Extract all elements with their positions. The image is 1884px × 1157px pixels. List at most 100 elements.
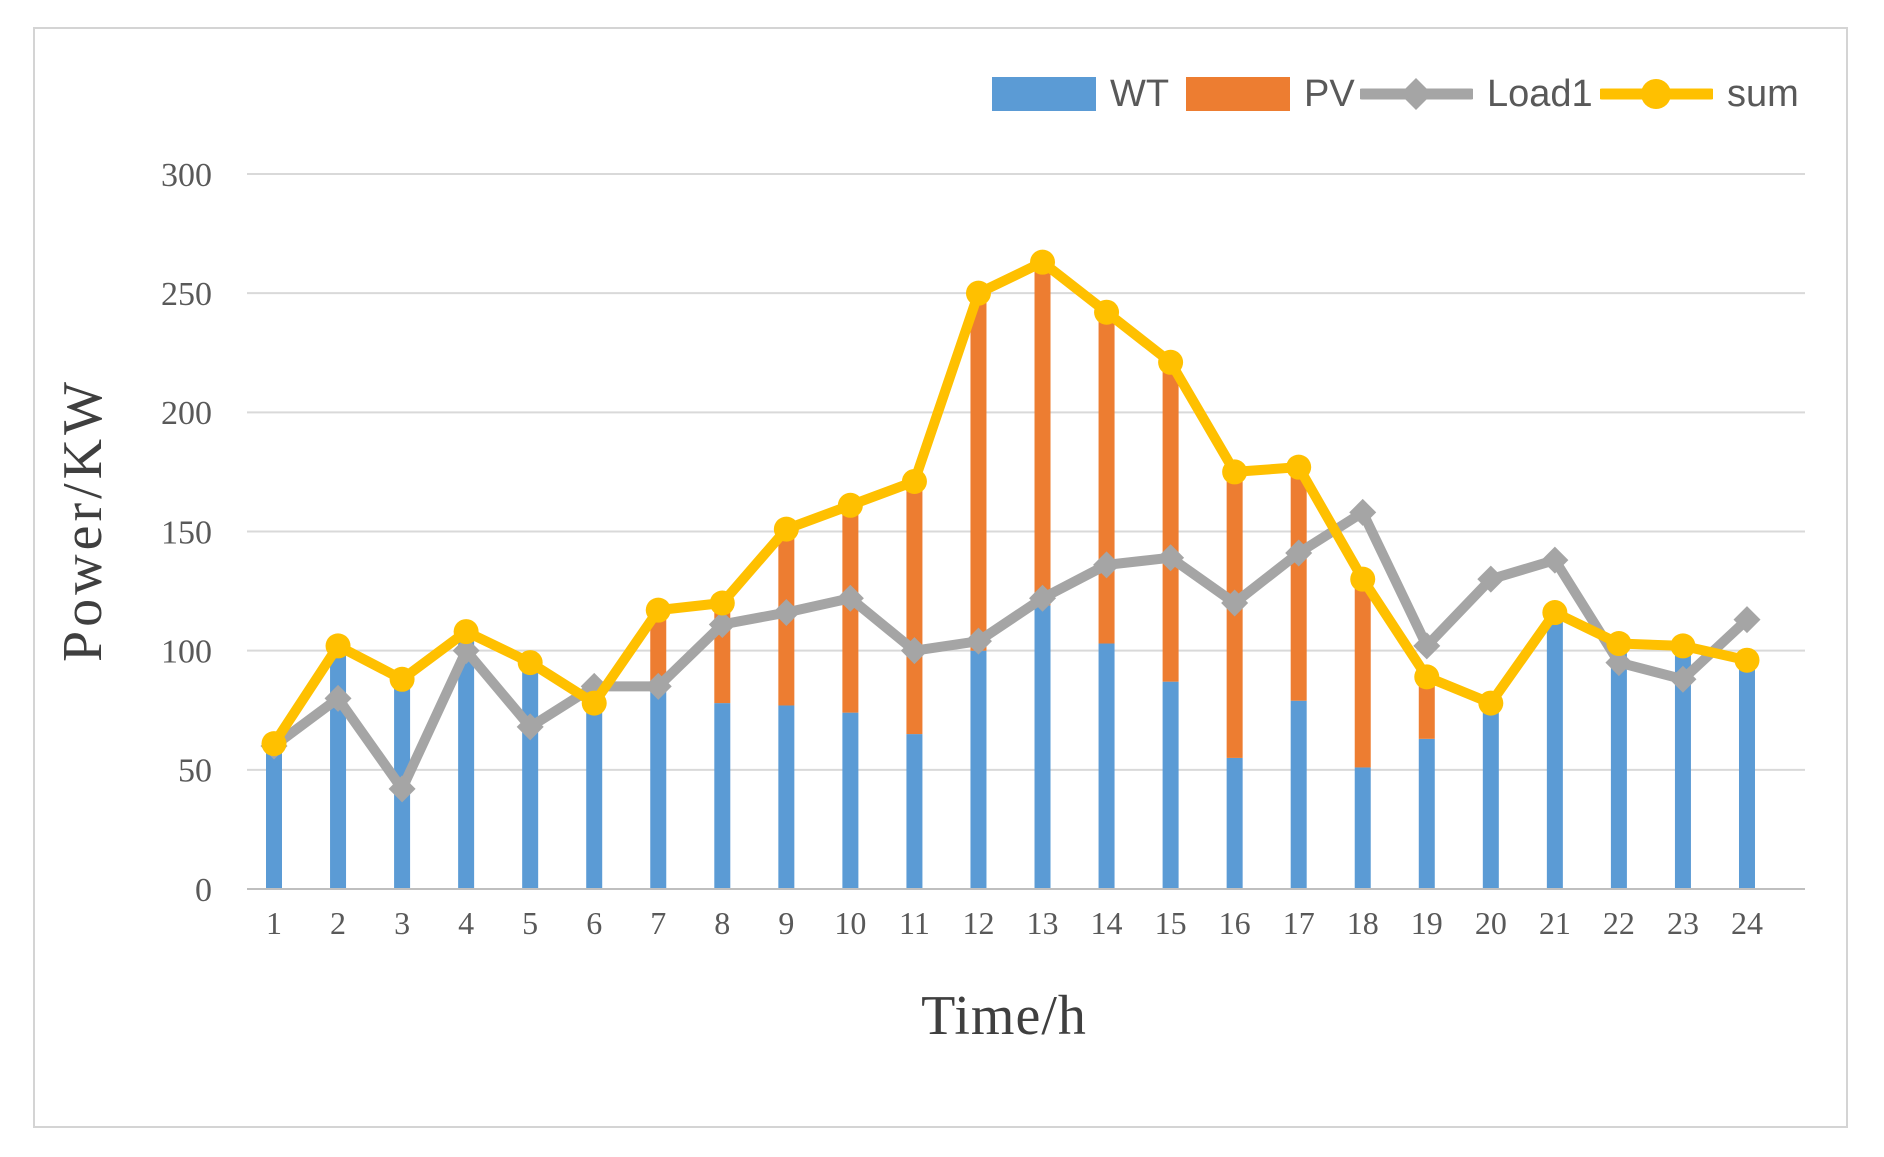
x-tick-label: 13 <box>1027 905 1059 941</box>
legend-item-wt: WT <box>992 74 1169 114</box>
x-tick-label: 8 <box>714 905 730 941</box>
legend-marker-sum-icon <box>1600 79 1713 109</box>
legend-item-load1: Load1 <box>1360 74 1593 114</box>
legend-label-pv: PV <box>1304 73 1355 115</box>
bar-wt <box>714 703 731 889</box>
load1-diamond-marker <box>1733 606 1761 634</box>
load1-diamond-marker <box>1029 584 1057 612</box>
load1-diamond-marker <box>1669 665 1697 693</box>
sum-circle-marker <box>1350 566 1376 592</box>
bar-pv <box>970 293 987 651</box>
load1-diamond-marker <box>900 637 928 665</box>
x-tick-label: 18 <box>1347 905 1379 941</box>
x-tick-label: 23 <box>1667 905 1699 941</box>
bar-wt <box>1738 660 1755 889</box>
load1-diamond-marker <box>1605 649 1633 677</box>
load1-diamond-marker <box>772 599 800 627</box>
legend-item-sum: sum <box>1600 74 1799 114</box>
bar-wt <box>266 743 282 889</box>
x-tick-label: 22 <box>1603 905 1635 941</box>
x-tick-label: 12 <box>962 905 994 941</box>
y-tick-label: 200 <box>161 395 212 432</box>
sum-circle-marker <box>325 633 351 659</box>
sum-circle-marker <box>1030 249 1056 275</box>
sum-circle-marker <box>1158 349 1184 375</box>
load1-line <box>269 507 1752 794</box>
sum-circle-marker <box>1414 664 1440 690</box>
sum-circle-marker <box>1606 631 1632 657</box>
sum-circle-marker <box>453 619 479 645</box>
legend-label-sum: sum <box>1727 73 1799 115</box>
x-tick-label: 5 <box>522 905 538 941</box>
legend-swatch-pv <box>1186 77 1290 111</box>
bar-pv <box>1162 362 1179 682</box>
sum-circle-marker <box>1094 299 1120 325</box>
y-tick-label: 250 <box>161 276 212 313</box>
bar-wt <box>842 712 859 889</box>
bar-pv <box>1290 467 1307 701</box>
y-tick-label: 100 <box>161 634 212 671</box>
sum-circle-marker <box>837 492 863 518</box>
load1-diamond-marker <box>1157 544 1185 572</box>
bar-wt <box>1162 681 1179 889</box>
bar-wt <box>522 662 539 889</box>
sum-circle-marker <box>773 516 799 542</box>
bar-pv <box>906 481 923 735</box>
x-tick-label: 4 <box>458 905 474 941</box>
load1-diamond-marker <box>1477 565 1505 593</box>
bar-wt <box>1482 703 1499 889</box>
sum-circle-marker <box>965 280 991 306</box>
bar-wt <box>906 734 923 889</box>
x-tick-label: 15 <box>1155 905 1187 941</box>
sum-circle-marker <box>261 731 287 757</box>
load1-diamond-marker <box>1221 589 1249 617</box>
load1-diamond-marker <box>1349 498 1377 526</box>
y-tick-label: 150 <box>161 514 212 551</box>
sum-circle-marker <box>517 650 543 676</box>
x-tick-label: 17 <box>1283 905 1315 941</box>
bar-pv <box>1354 579 1371 768</box>
bar-wt <box>1546 612 1563 889</box>
sum-circle-marker <box>1286 454 1312 480</box>
legend-swatch-wt <box>992 77 1096 111</box>
x-tick-label: 24 <box>1731 905 1763 941</box>
bar-wt <box>1610 643 1627 889</box>
legend-marker-load1-icon <box>1360 78 1473 110</box>
bar-wt <box>586 703 603 889</box>
x-tick-label: 20 <box>1475 905 1507 941</box>
load1-diamond-marker <box>516 713 544 741</box>
x-axis-title: Time/h <box>921 985 1087 1047</box>
sum-circle-marker <box>645 597 671 623</box>
x-tick-label: 14 <box>1091 905 1123 941</box>
load1-diamond-marker <box>836 584 864 612</box>
bar-wt <box>650 691 667 889</box>
x-tick-label: 21 <box>1539 905 1571 941</box>
load1-diamond-marker <box>708 610 736 638</box>
x-tick-label: 6 <box>586 905 602 941</box>
y-tick-label: 300 <box>161 157 212 194</box>
load1-diamond-marker <box>964 627 992 655</box>
x-tick-label: 10 <box>834 905 866 941</box>
bar-wt <box>970 650 987 889</box>
x-tick-label: 19 <box>1411 905 1443 941</box>
legend-label-wt: WT <box>1110 73 1170 115</box>
bar-wt <box>1674 645 1691 889</box>
figure-border <box>33 27 1848 1128</box>
legend-label-load1: Load1 <box>1487 73 1593 115</box>
y-axis-title: Power/KW <box>52 378 114 662</box>
x-tick-label: 3 <box>394 905 410 941</box>
load1-diamond-marker <box>452 637 480 665</box>
bar-wt <box>1098 643 1115 889</box>
bar-wt <box>1418 738 1435 889</box>
sum-circle-marker <box>1542 600 1568 626</box>
sum-circle-marker <box>1478 690 1504 716</box>
sum-circle-marker <box>389 666 415 692</box>
bar-pv <box>650 610 667 692</box>
bar-wt <box>1034 605 1051 889</box>
bar-wt <box>1290 700 1307 889</box>
x-tick-label: 1 <box>266 905 282 941</box>
load1-diamond-marker <box>1093 551 1121 579</box>
load1-diamond-marker <box>1413 632 1441 660</box>
